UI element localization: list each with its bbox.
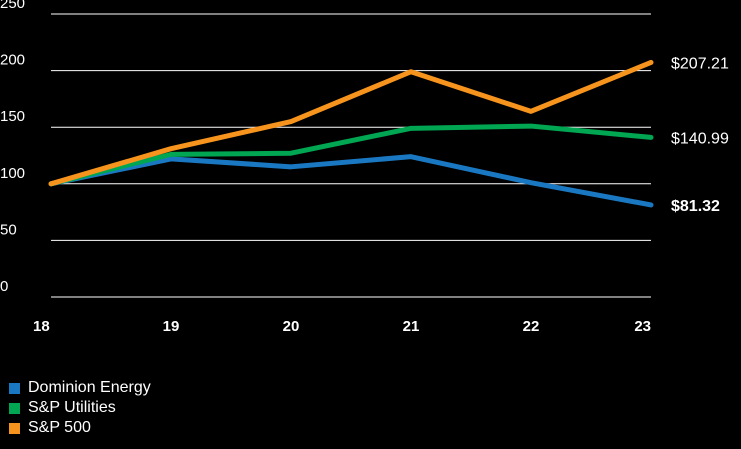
x-tick-label: 20 (283, 318, 300, 335)
y-tick-label: 150 (0, 108, 25, 125)
x-tick-label: 18 (33, 318, 50, 335)
x-axis-ticks: 18 19 20 21 22 23 (33, 318, 651, 335)
series-end-label: $140.99 (671, 130, 729, 147)
legend: Dominion Energy S&P Utilities S&P 500 (9, 378, 151, 438)
legend-label: Dominion Energy (28, 379, 151, 396)
x-tick-label: 22 (523, 318, 540, 335)
y-tick-label: 100 (0, 165, 25, 182)
series-end-label: $81.32 (671, 198, 720, 215)
series-lines (48, 59, 654, 208)
x-tick-label: 23 (634, 318, 651, 335)
y-tick-label: 0 (0, 278, 8, 295)
x-tick-label: 21 (403, 318, 420, 335)
series-end-label: $207.21 (671, 55, 729, 72)
series-line-s-p-utilities (48, 123, 654, 187)
legend-label: S&P 500 (28, 419, 91, 436)
legend-item: S&P 500 (9, 418, 151, 438)
y-tick-label: 250 (0, 0, 25, 12)
legend-item: Dominion Energy (9, 378, 151, 398)
series-end-labels: $81.32 $140.99 $207.21 (671, 55, 729, 215)
series-line-s-p-500 (48, 59, 654, 187)
grid-lines (51, 13, 651, 298)
x-tick-label: 19 (163, 318, 180, 335)
y-axis-ticks: 0 50 100 150 200 250 (0, 0, 25, 295)
legend-item: S&P Utilities (9, 398, 151, 418)
legend-swatch (9, 422, 20, 434)
y-tick-label: 50 (0, 221, 17, 238)
series-line-dominion-energy (48, 154, 654, 208)
legend-swatch (9, 402, 20, 414)
legend-label: S&P Utilities (28, 399, 116, 416)
y-tick-label: 200 (0, 52, 25, 69)
legend-swatch (9, 382, 20, 394)
